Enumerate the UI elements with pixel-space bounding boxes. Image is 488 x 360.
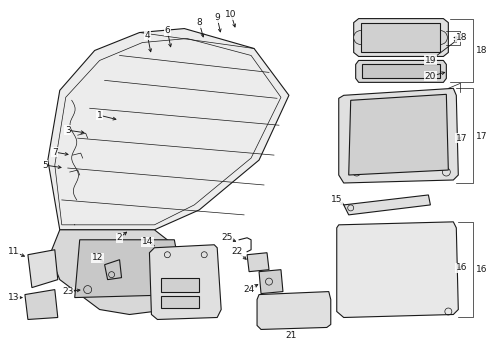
Circle shape bbox=[432, 31, 447, 45]
Text: 13: 13 bbox=[8, 293, 20, 302]
Text: 23: 23 bbox=[62, 287, 73, 296]
Text: 1: 1 bbox=[97, 111, 102, 120]
Text: 16: 16 bbox=[475, 265, 487, 274]
Polygon shape bbox=[336, 222, 457, 318]
Polygon shape bbox=[348, 94, 447, 175]
Text: 15: 15 bbox=[330, 195, 342, 204]
Text: 24: 24 bbox=[243, 285, 254, 294]
Text: 9: 9 bbox=[214, 13, 220, 22]
Text: 16: 16 bbox=[455, 263, 466, 272]
Text: 6: 6 bbox=[164, 26, 170, 35]
Polygon shape bbox=[360, 23, 440, 53]
Polygon shape bbox=[257, 292, 330, 329]
Polygon shape bbox=[353, 19, 447, 57]
Text: 19: 19 bbox=[424, 56, 435, 65]
Text: 25: 25 bbox=[221, 233, 232, 242]
Text: 7: 7 bbox=[52, 148, 58, 157]
Circle shape bbox=[353, 31, 367, 45]
Text: 17: 17 bbox=[475, 132, 487, 141]
Text: 14: 14 bbox=[142, 237, 153, 246]
Polygon shape bbox=[246, 253, 268, 272]
Text: 17: 17 bbox=[455, 134, 466, 143]
Text: 2: 2 bbox=[117, 233, 122, 242]
Polygon shape bbox=[50, 230, 199, 315]
Text: 20: 20 bbox=[424, 72, 435, 81]
Polygon shape bbox=[343, 195, 429, 215]
Polygon shape bbox=[75, 240, 184, 298]
Polygon shape bbox=[161, 278, 199, 292]
Text: 18: 18 bbox=[475, 46, 487, 55]
Text: 21: 21 bbox=[285, 331, 296, 340]
Text: 11: 11 bbox=[8, 247, 20, 256]
Polygon shape bbox=[149, 245, 221, 319]
Polygon shape bbox=[259, 270, 283, 293]
Text: 18: 18 bbox=[455, 33, 466, 42]
Text: 8: 8 bbox=[196, 18, 202, 27]
Text: 3: 3 bbox=[65, 126, 70, 135]
Polygon shape bbox=[355, 60, 446, 82]
Text: 4: 4 bbox=[144, 31, 150, 40]
Polygon shape bbox=[48, 28, 288, 230]
Text: 22: 22 bbox=[231, 247, 242, 256]
Polygon shape bbox=[161, 296, 199, 307]
Polygon shape bbox=[361, 64, 440, 78]
Polygon shape bbox=[25, 289, 58, 319]
Polygon shape bbox=[28, 250, 58, 288]
Text: 10: 10 bbox=[225, 10, 236, 19]
Text: 12: 12 bbox=[92, 253, 103, 262]
Text: 5: 5 bbox=[42, 161, 48, 170]
Polygon shape bbox=[338, 88, 457, 183]
